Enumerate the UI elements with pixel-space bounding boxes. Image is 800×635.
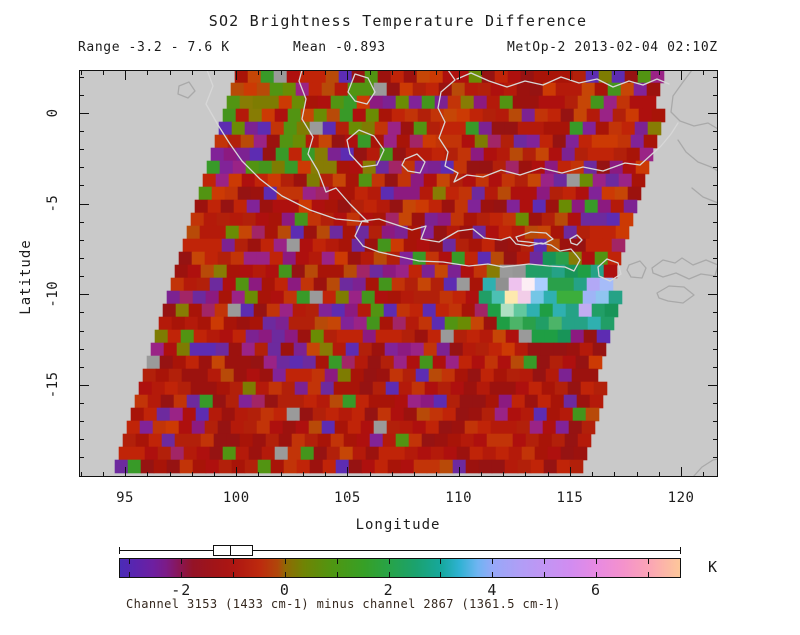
channel-caption: Channel 3153 (1433 cm-1) minus channel 2… bbox=[126, 597, 561, 611]
colorbar-tick bbox=[389, 572, 390, 577]
coastline-sumatra-west-coast bbox=[205, 70, 369, 223]
colorbar-tick bbox=[544, 572, 545, 577]
colorbar-tick bbox=[181, 559, 182, 564]
coastline-sulawesi-coast-b bbox=[677, 139, 718, 172]
colorbar-tick bbox=[648, 572, 649, 577]
svg-text:110: 110 bbox=[445, 490, 472, 506]
coastline-sumatra-east-coast bbox=[298, 70, 369, 223]
colorbar-mean-box bbox=[212, 545, 253, 556]
colorbar-tick bbox=[492, 559, 493, 564]
coastline-sumbawa-island bbox=[651, 257, 718, 280]
coastline-sulawesi-coast-a bbox=[670, 70, 718, 130]
colorbar-tick bbox=[389, 559, 390, 564]
svg-text:100: 100 bbox=[223, 490, 250, 506]
range-label: Range -3.2 - 7.6 K bbox=[78, 40, 230, 55]
svg-text:0: 0 bbox=[45, 108, 61, 117]
coastline-lombok-island bbox=[626, 260, 647, 279]
coastline-lingga-islands bbox=[347, 73, 376, 105]
svg-text:105: 105 bbox=[334, 490, 361, 506]
coastline-bangka-island bbox=[346, 129, 385, 168]
colorbar-tick bbox=[440, 572, 441, 577]
colorbar-tick bbox=[129, 559, 130, 564]
colorbar-tick bbox=[648, 559, 649, 564]
map-plot: 95 100 105 110 115 120 0 -5 -10 -15 Longitude Latit… bbox=[18, 70, 718, 533]
coastline-australia-coast bbox=[692, 458, 718, 477]
coastline-belitung-island bbox=[401, 153, 426, 174]
coastline-madura-island bbox=[515, 231, 554, 245]
satellite-timestamp-label: MetOp-2 2013-02-04 02:10Z bbox=[507, 40, 718, 55]
plot-title: SO2 Brightness Temperature Difference bbox=[208, 12, 588, 30]
colorbar-tick bbox=[492, 572, 493, 577]
colorbar-tick bbox=[440, 559, 441, 564]
svg-text:-15: -15 bbox=[45, 372, 61, 399]
colorbar-tick bbox=[337, 572, 338, 577]
colorbar-unit-label: K bbox=[708, 558, 718, 576]
axis-tick-labels: 95 100 105 110 115 120 0 -5 -10 -15 bbox=[45, 108, 694, 506]
colorbar-tick-label: 0 bbox=[279, 581, 290, 599]
svg-text:115: 115 bbox=[556, 490, 583, 506]
svg-text:-10: -10 bbox=[45, 281, 61, 308]
header-info-row: Range -3.2 - 7.6 K Mean -0.893 MetOp-2 2… bbox=[0, 40, 800, 56]
colorbar bbox=[119, 558, 681, 578]
colorbar-range-line-right-tick bbox=[680, 547, 681, 554]
colorbar-tick-label: 4 bbox=[487, 581, 498, 599]
colorbar-range-line-left-tick bbox=[119, 547, 120, 554]
coastline-sumba-island bbox=[656, 285, 695, 304]
colorbar-tick bbox=[544, 559, 545, 564]
colorbar-tick bbox=[596, 572, 597, 577]
coastline-java-island bbox=[354, 218, 581, 272]
coastline-nias-island bbox=[177, 81, 196, 99]
colorbar-tick bbox=[181, 572, 182, 577]
colorbar-tick bbox=[233, 572, 234, 577]
colorbar-mean-box-divider bbox=[229, 545, 231, 556]
coastline-borneo-coast bbox=[437, 70, 679, 183]
colorbar-tick bbox=[285, 559, 286, 564]
colorbar-tick bbox=[233, 559, 234, 564]
colorbar-tick bbox=[596, 559, 597, 564]
plot-frame bbox=[79, 70, 718, 477]
colorbar-tick bbox=[337, 559, 338, 564]
coastline-bali-island bbox=[597, 258, 622, 282]
y-axis-label: Latitude bbox=[18, 239, 34, 314]
axis-ticks bbox=[80, 71, 717, 477]
colorbar-range-line bbox=[119, 550, 681, 551]
colorbar-tick-label: 2 bbox=[383, 581, 394, 599]
x-axis-label: Longitude bbox=[356, 517, 441, 533]
colorbar-tick-label: -2 bbox=[171, 581, 192, 599]
colorbar-tick bbox=[129, 572, 130, 577]
coastline-kangean-islands bbox=[569, 234, 583, 246]
svg-text:95: 95 bbox=[116, 490, 134, 506]
swath-data-layer bbox=[114, 70, 718, 477]
colorbar-tick-label: 6 bbox=[591, 581, 602, 599]
svg-text:-5: -5 bbox=[45, 195, 61, 213]
mean-label: Mean -0.893 bbox=[293, 40, 386, 55]
coastline-sulawesi-coast-c bbox=[691, 187, 718, 204]
svg-text:120: 120 bbox=[668, 490, 695, 506]
colorbar-tick bbox=[285, 572, 286, 577]
